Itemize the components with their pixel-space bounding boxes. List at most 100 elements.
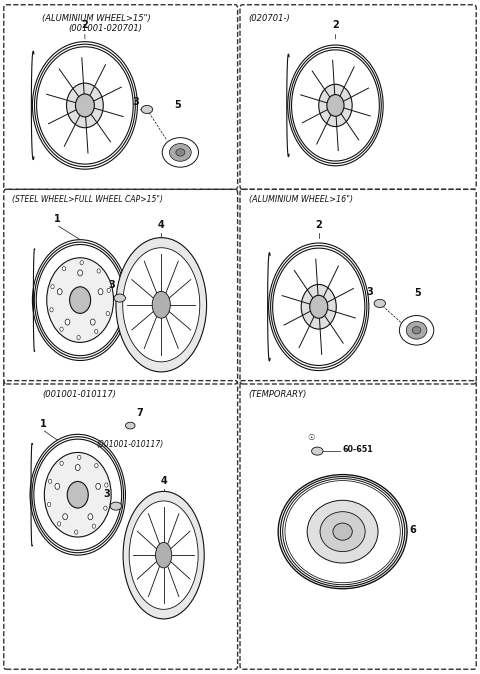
Ellipse shape	[47, 257, 114, 342]
Ellipse shape	[90, 319, 95, 325]
Ellipse shape	[301, 284, 336, 329]
Ellipse shape	[327, 94, 344, 117]
Ellipse shape	[273, 248, 365, 365]
Ellipse shape	[36, 245, 124, 356]
Ellipse shape	[114, 294, 125, 302]
Text: 5: 5	[415, 288, 421, 298]
Text: 1: 1	[39, 419, 46, 429]
Ellipse shape	[288, 45, 383, 166]
Text: 2: 2	[82, 20, 88, 30]
Text: 4: 4	[158, 220, 165, 230]
Ellipse shape	[269, 243, 369, 371]
Ellipse shape	[67, 83, 103, 128]
Ellipse shape	[285, 481, 400, 583]
Ellipse shape	[78, 270, 83, 276]
Ellipse shape	[283, 479, 403, 585]
Text: (TEMPORARY): (TEMPORARY)	[249, 390, 307, 398]
Ellipse shape	[280, 477, 405, 586]
Ellipse shape	[278, 474, 407, 588]
Ellipse shape	[333, 523, 352, 541]
Ellipse shape	[35, 44, 135, 166]
Ellipse shape	[95, 464, 98, 468]
Ellipse shape	[67, 481, 88, 508]
Ellipse shape	[60, 461, 63, 466]
Ellipse shape	[48, 479, 52, 483]
Ellipse shape	[374, 299, 385, 307]
Ellipse shape	[123, 491, 204, 619]
Ellipse shape	[271, 245, 367, 368]
Ellipse shape	[50, 307, 53, 312]
Text: (020701-): (020701-)	[249, 13, 290, 23]
Ellipse shape	[162, 137, 199, 167]
Ellipse shape	[106, 311, 109, 315]
Ellipse shape	[44, 452, 111, 537]
Ellipse shape	[48, 502, 51, 507]
Text: (ALUMINIUM WHEEL>16"): (ALUMINIUM WHEEL>16")	[249, 195, 353, 204]
Text: 6: 6	[409, 524, 416, 534]
Ellipse shape	[307, 500, 378, 563]
Ellipse shape	[34, 439, 121, 550]
Ellipse shape	[98, 288, 103, 295]
Ellipse shape	[33, 42, 137, 169]
Ellipse shape	[92, 524, 96, 528]
Ellipse shape	[320, 512, 365, 551]
Ellipse shape	[78, 455, 81, 460]
Ellipse shape	[75, 464, 80, 470]
Ellipse shape	[291, 50, 379, 161]
Ellipse shape	[34, 242, 126, 358]
Ellipse shape	[33, 240, 128, 361]
Ellipse shape	[65, 319, 70, 325]
Ellipse shape	[107, 288, 110, 293]
Ellipse shape	[152, 291, 170, 318]
Text: 1: 1	[54, 214, 61, 224]
Ellipse shape	[116, 238, 206, 372]
Ellipse shape	[80, 261, 84, 265]
Text: 2: 2	[332, 20, 339, 30]
Ellipse shape	[95, 330, 98, 334]
Ellipse shape	[75, 94, 95, 117]
Ellipse shape	[104, 506, 107, 510]
Ellipse shape	[30, 434, 125, 555]
Ellipse shape	[97, 269, 100, 273]
Text: (ALUMINIUM WHEEL>15"): (ALUMINIUM WHEEL>15")	[42, 13, 151, 23]
Ellipse shape	[60, 327, 63, 332]
Ellipse shape	[406, 321, 427, 339]
Ellipse shape	[105, 483, 108, 487]
Ellipse shape	[176, 149, 185, 156]
Ellipse shape	[310, 295, 328, 318]
Ellipse shape	[169, 144, 191, 161]
Text: (001001-010117): (001001-010117)	[42, 390, 116, 398]
Ellipse shape	[312, 447, 323, 455]
Ellipse shape	[55, 483, 60, 489]
Ellipse shape	[51, 284, 54, 288]
Ellipse shape	[62, 266, 66, 271]
Text: 3: 3	[104, 489, 110, 499]
Ellipse shape	[412, 327, 421, 334]
Ellipse shape	[319, 84, 352, 127]
Text: (001001-010117): (001001-010117)	[97, 440, 164, 449]
Text: 5: 5	[174, 100, 181, 111]
Ellipse shape	[399, 315, 434, 345]
Ellipse shape	[74, 530, 78, 534]
Ellipse shape	[70, 287, 91, 313]
Text: 60-651: 60-651	[343, 445, 373, 454]
Ellipse shape	[58, 522, 61, 526]
Ellipse shape	[96, 483, 100, 489]
Ellipse shape	[36, 47, 133, 164]
Ellipse shape	[156, 543, 172, 568]
Ellipse shape	[88, 514, 93, 520]
Text: 7: 7	[136, 408, 143, 418]
Text: 3: 3	[108, 280, 115, 290]
Ellipse shape	[289, 47, 381, 163]
Text: 2: 2	[315, 220, 322, 230]
Ellipse shape	[123, 248, 200, 362]
Ellipse shape	[32, 437, 123, 553]
Ellipse shape	[110, 502, 121, 510]
Ellipse shape	[63, 514, 68, 520]
Text: 3: 3	[367, 286, 373, 297]
Text: 4: 4	[160, 476, 167, 486]
Text: (001001-020701): (001001-020701)	[68, 24, 142, 33]
Ellipse shape	[77, 336, 80, 340]
Text: 3: 3	[132, 97, 139, 106]
Text: (STEEL WHEEL>FULL WHEEL CAP>15"): (STEEL WHEEL>FULL WHEEL CAP>15")	[12, 195, 163, 204]
